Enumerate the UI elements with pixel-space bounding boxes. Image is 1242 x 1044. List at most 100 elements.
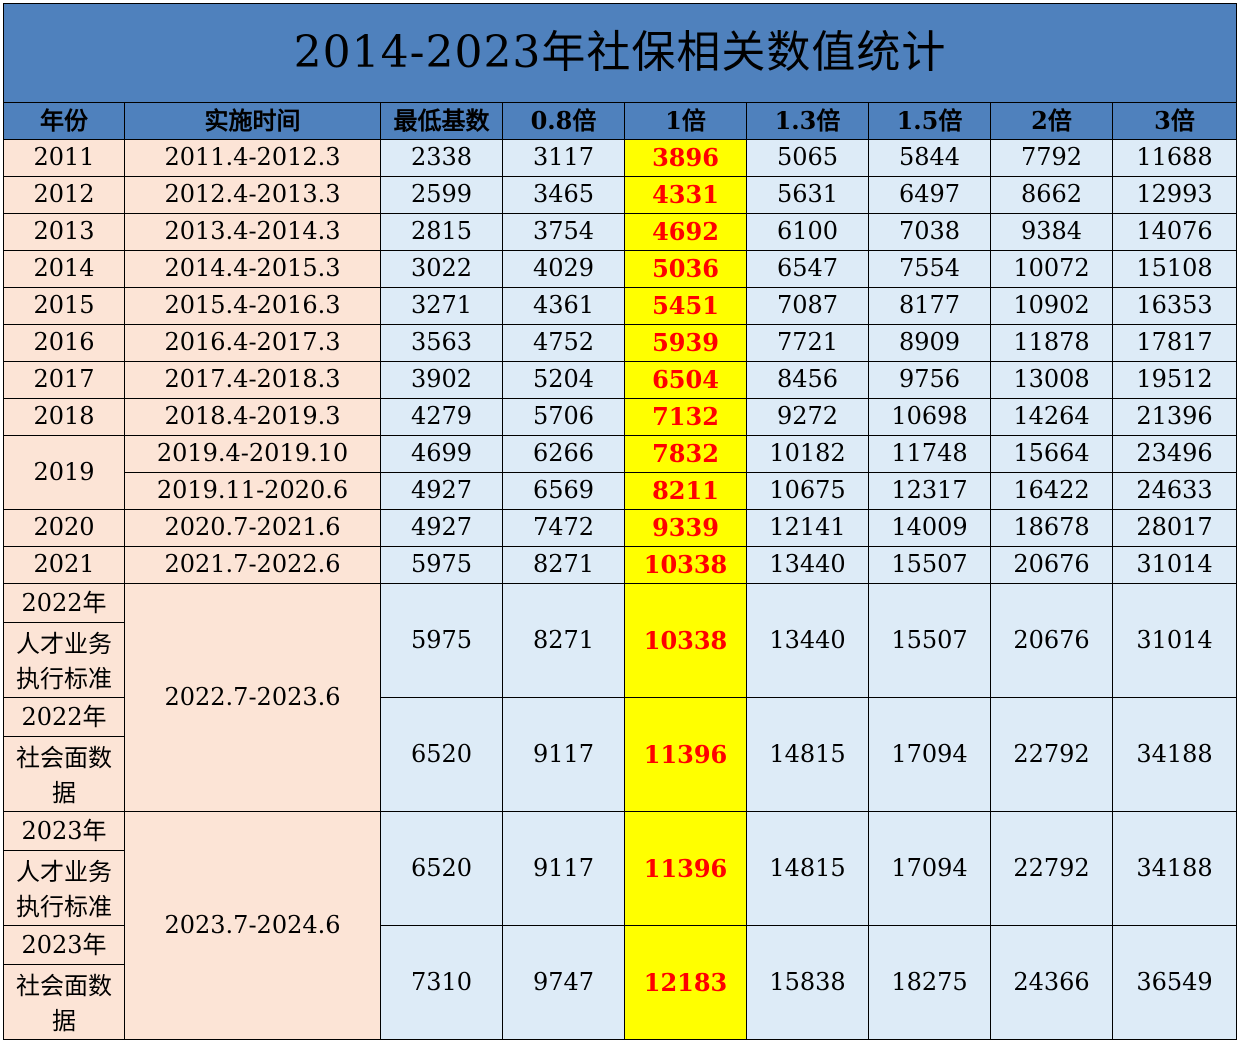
value-cell[interactable]: 17094 [868,811,991,926]
period-cell[interactable]: 2023.7-2024.6 [124,811,381,1040]
value-cell[interactable]: 14009 [868,509,991,547]
value-cell[interactable]: 4927 [380,472,503,510]
year-cell[interactable]: 2012 [3,176,125,214]
value-cell[interactable]: 10072 [990,250,1113,288]
value-cell[interactable]: 3563 [380,324,503,362]
year-category-cell[interactable]: 2023年 人才业务执行标准 [3,811,125,926]
value-cell[interactable]: 5844 [868,139,991,177]
value-cell[interactable]: 8271 [502,583,625,698]
header-0.8x[interactable]: 0.8倍 [502,102,625,140]
period-cell[interactable]: 2022.7-2023.6 [124,583,381,812]
value-cell[interactable]: 20676 [990,546,1113,584]
value-cell-1x[interactable]: 11396 [624,811,747,926]
value-cell[interactable]: 14264 [990,398,1113,436]
value-cell[interactable]: 13440 [746,583,869,698]
year-category-cell[interactable]: 2022年 社会面数据 [3,697,125,812]
value-cell[interactable]: 15664 [990,435,1113,473]
value-cell[interactable]: 5204 [502,361,625,399]
value-cell[interactable]: 9272 [746,398,869,436]
year-cell[interactable]: 2013 [3,213,125,251]
year-cell[interactable]: 2017 [3,361,125,399]
value-cell[interactable]: 2338 [380,139,503,177]
value-cell[interactable]: 6569 [502,472,625,510]
value-cell-1x[interactable]: 5451 [624,287,747,325]
value-cell[interactable]: 6497 [868,176,991,214]
value-cell[interactable]: 8177 [868,287,991,325]
value-cell[interactable]: 17094 [868,697,991,812]
value-cell[interactable]: 6266 [502,435,625,473]
year-cell[interactable]: 2015 [3,287,125,325]
value-cell[interactable]: 6520 [380,811,503,926]
value-cell-1x[interactable]: 5036 [624,250,747,288]
value-cell[interactable]: 4699 [380,435,503,473]
value-cell[interactable]: 7721 [746,324,869,362]
value-cell[interactable]: 5975 [380,546,503,584]
value-cell[interactable]: 18678 [990,509,1113,547]
value-cell[interactable]: 34188 [1111,811,1238,926]
value-cell[interactable]: 12993 [1111,176,1238,214]
value-cell[interactable]: 6547 [746,250,869,288]
value-cell[interactable]: 8662 [990,176,1113,214]
value-cell[interactable]: 19512 [1111,361,1238,399]
value-cell[interactable]: 21396 [1111,398,1238,436]
year-category-cell[interactable]: 2022年 人才业务执行标准 [3,583,125,698]
value-cell-1x[interactable]: 4692 [624,213,747,251]
value-cell[interactable]: 3117 [502,139,625,177]
period-cell[interactable]: 2019.11-2020.6 [124,472,381,510]
value-cell-1x[interactable]: 3896 [624,139,747,177]
header-1.3x[interactable]: 1.3倍 [746,102,869,140]
value-cell[interactable]: 17817 [1111,324,1238,362]
period-cell[interactable]: 2019.4-2019.10 [124,435,381,473]
value-cell[interactable]: 15507 [868,583,991,698]
value-cell[interactable]: 15507 [868,546,991,584]
value-cell[interactable]: 24633 [1111,472,1238,510]
value-cell[interactable]: 6520 [380,697,503,812]
value-cell[interactable]: 10902 [990,287,1113,325]
value-cell[interactable]: 10698 [868,398,991,436]
value-cell[interactable]: 3902 [380,361,503,399]
value-cell[interactable]: 4752 [502,324,625,362]
header-min-base[interactable]: 最低基数 [380,102,503,140]
period-cell[interactable]: 2020.7-2021.6 [124,509,381,547]
value-cell[interactable]: 9117 [502,697,625,812]
value-cell[interactable]: 22792 [990,811,1113,926]
value-cell[interactable]: 5631 [746,176,869,214]
year-category-cell[interactable]: 2023年 社会面数据 [3,925,125,1040]
value-cell-1x[interactable]: 9339 [624,509,747,547]
header-year[interactable]: 年份 [3,102,125,140]
value-cell[interactable]: 12317 [868,472,991,510]
value-cell[interactable]: 2815 [380,213,503,251]
period-cell[interactable]: 2021.7-2022.6 [124,546,381,584]
value-cell[interactable]: 5065 [746,139,869,177]
value-cell[interactable]: 3022 [380,250,503,288]
value-cell[interactable]: 20676 [990,583,1113,698]
value-cell[interactable]: 23496 [1111,435,1238,473]
header-1x[interactable]: 1倍 [624,102,747,140]
value-cell-1x[interactable]: 12183 [624,925,747,1040]
period-cell[interactable]: 2017.4-2018.3 [124,361,381,399]
value-cell-1x[interactable]: 10338 [624,583,747,698]
year-cell[interactable]: 2016 [3,324,125,362]
value-cell[interactable]: 6100 [746,213,869,251]
value-cell[interactable]: 16353 [1111,287,1238,325]
year-cell[interactable]: 2020 [3,509,125,547]
value-cell-1x[interactable]: 6504 [624,361,747,399]
value-cell[interactable]: 11688 [1111,139,1238,177]
value-cell[interactable]: 4279 [380,398,503,436]
value-cell[interactable]: 10675 [746,472,869,510]
value-cell[interactable]: 31014 [1111,583,1238,698]
value-cell-1x[interactable]: 8211 [624,472,747,510]
value-cell[interactable]: 7310 [380,925,503,1040]
value-cell[interactable]: 7038 [868,213,991,251]
year-cell[interactable]: 2021 [3,546,125,584]
value-cell[interactable]: 14815 [746,697,869,812]
value-cell[interactable]: 3754 [502,213,625,251]
value-cell[interactable]: 9117 [502,811,625,926]
value-cell[interactable]: 9756 [868,361,991,399]
period-cell[interactable]: 2018.4-2019.3 [124,398,381,436]
value-cell[interactable]: 22792 [990,697,1113,812]
value-cell-1x[interactable]: 10338 [624,546,747,584]
value-cell[interactable]: 16422 [990,472,1113,510]
value-cell[interactable]: 9384 [990,213,1113,251]
period-cell[interactable]: 2016.4-2017.3 [124,324,381,362]
